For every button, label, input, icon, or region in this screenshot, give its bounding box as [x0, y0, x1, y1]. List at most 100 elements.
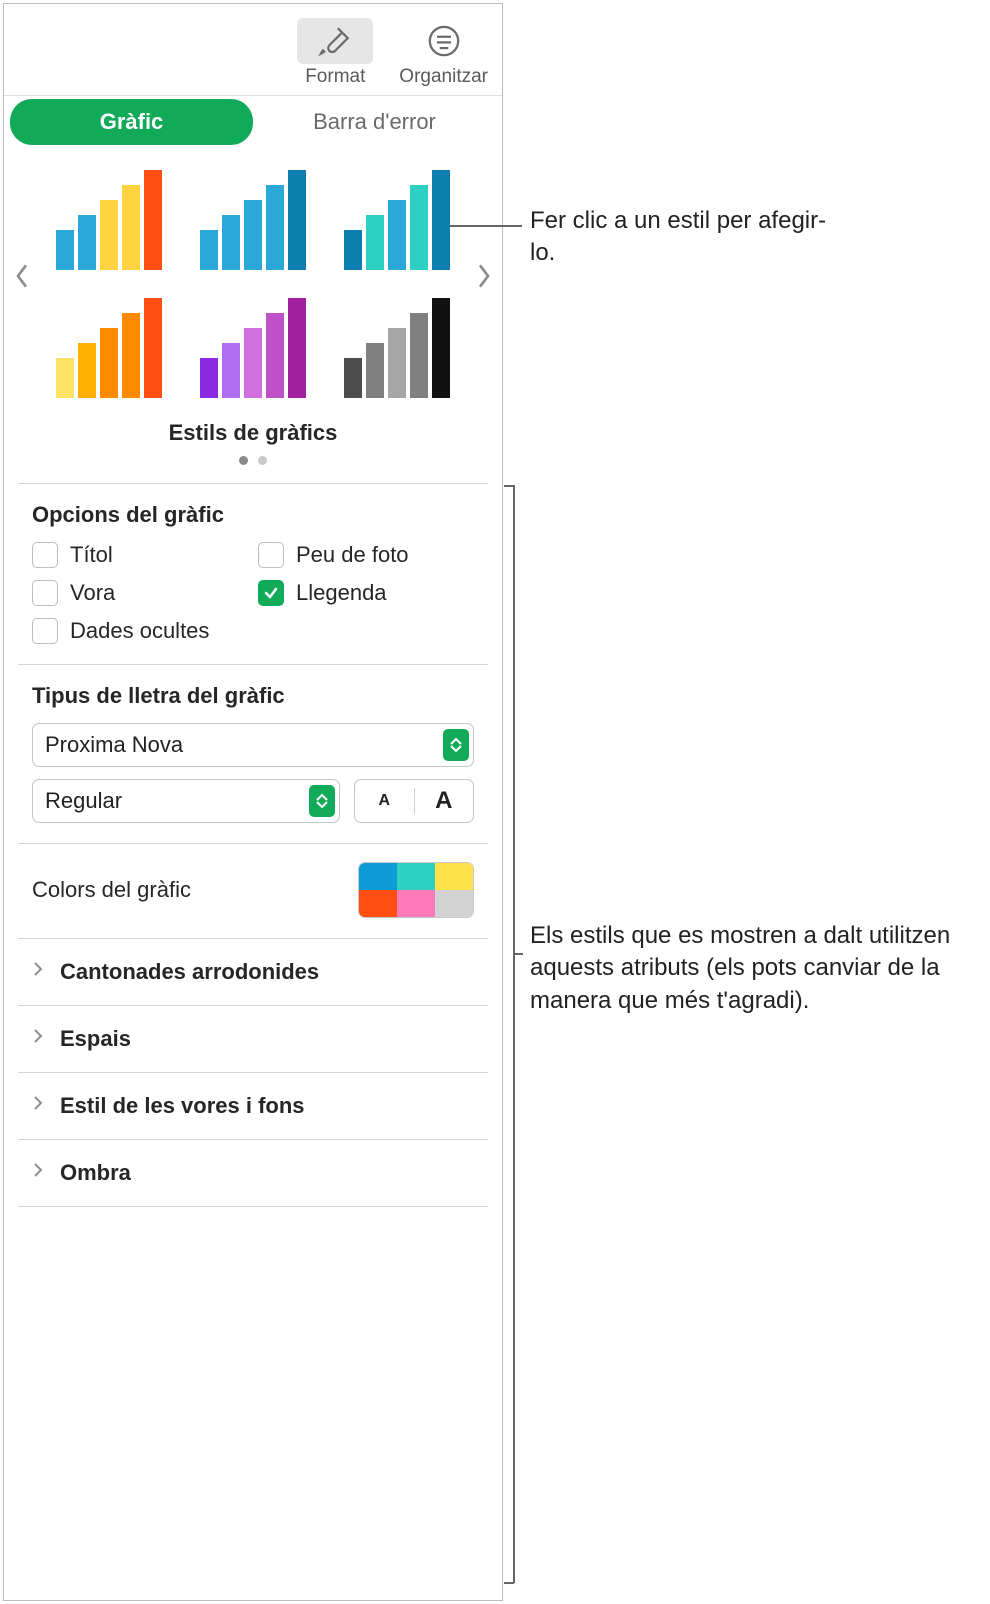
select-knob-icon — [443, 729, 469, 761]
chart-style-thumb-6[interactable] — [334, 288, 460, 398]
bar-icon — [144, 170, 162, 270]
tab-bar: Gràfic Barra d'error — [4, 96, 502, 148]
color-swatch — [435, 890, 473, 917]
checkbox[interactable] — [258, 580, 284, 606]
checkbox-label: Dades ocultes — [70, 618, 209, 644]
chart-font-title: Tipus de lletra del gràfic — [32, 683, 474, 709]
chart-colors-title: Colors del gràfic — [32, 877, 191, 903]
callout-bracket-top — [504, 485, 514, 487]
chart-colors-section: Colors del gràfic — [4, 844, 502, 938]
chart-styles-title: Estils de gràfics — [8, 420, 498, 446]
bar-icon — [288, 170, 306, 270]
bar-icon — [244, 328, 262, 398]
organize-button[interactable]: Organitzar — [393, 14, 494, 92]
inspector-panel: Format Organitzar Gràfic Barra d'error — [3, 3, 503, 1601]
bar-icon — [244, 200, 262, 270]
option-títol: Títol — [32, 542, 248, 568]
checkbox[interactable] — [32, 542, 58, 568]
bar-icon — [266, 185, 284, 270]
font-weight-value: Regular — [45, 788, 122, 814]
chart-styles-section: Estils de gràfics — [4, 148, 502, 483]
chart-style-thumb-4[interactable] — [46, 288, 172, 398]
chart-style-thumb-5[interactable] — [190, 288, 316, 398]
bar-icon — [288, 298, 306, 398]
tab-error-label: Barra d'error — [313, 109, 436, 135]
bar-icon — [388, 200, 406, 270]
font-size-smaller-button[interactable]: A — [355, 792, 414, 810]
bar-icon — [366, 343, 384, 398]
color-swatch — [359, 890, 397, 917]
bar-icon — [78, 343, 96, 398]
bar-icon — [122, 313, 140, 398]
bar-icon — [222, 215, 240, 270]
callout-bracket-bottom — [504, 1582, 514, 1584]
checkbox[interactable] — [32, 618, 58, 644]
font-weight-select[interactable]: Regular — [32, 779, 340, 823]
page-dot-2[interactable] — [258, 456, 267, 465]
disclosure-rounded-corners[interactable]: Cantonades arrodonides — [4, 939, 502, 1005]
bar-icon — [200, 230, 218, 270]
checkbox[interactable] — [258, 542, 284, 568]
bar-icon — [344, 230, 362, 270]
checkbox-label: Peu de foto — [296, 542, 409, 568]
disclosure-border-background[interactable]: Estil de les vores i fons — [4, 1073, 502, 1139]
bar-icon — [144, 298, 162, 398]
styles-pager — [8, 456, 498, 465]
chart-style-thumb-1[interactable] — [46, 160, 172, 270]
chart-options-section: Opcions del gràfic Títol Peu de foto Vora L… — [4, 484, 502, 664]
chart-font-section: Tipus de lletra del gràfic Proxima Nova … — [4, 665, 502, 843]
chevron-right-icon — [32, 960, 44, 984]
disclosure-gaps[interactable]: Espais — [4, 1006, 502, 1072]
tab-chart-label: Gràfic — [100, 109, 164, 135]
chevron-right-icon — [32, 1027, 44, 1051]
bar-icon — [100, 328, 118, 398]
check-icon — [263, 585, 279, 601]
chart-style-thumb-2[interactable] — [190, 160, 316, 270]
disclosure-shadow[interactable]: Ombra — [4, 1140, 502, 1206]
bar-icon — [366, 215, 384, 270]
chart-color-palette-button[interactable] — [358, 862, 474, 918]
font-family-value: Proxima Nova — [45, 732, 183, 758]
bar-icon — [388, 328, 406, 398]
disclosure-label: Estil de les vores i fons — [60, 1093, 305, 1119]
disclosure-label: Espais — [60, 1026, 131, 1052]
bar-icon — [222, 343, 240, 398]
tab-chart[interactable]: Gràfic — [10, 99, 253, 145]
organize-label: Organitzar — [399, 66, 488, 88]
option-vora: Vora — [32, 580, 248, 606]
bar-icon — [432, 170, 450, 270]
disclosure-label: Cantonades arrodonides — [60, 959, 319, 985]
bar-icon — [432, 298, 450, 398]
callout-bracket-mid — [513, 953, 523, 955]
select-knob-icon — [309, 785, 335, 817]
color-swatch — [397, 890, 435, 917]
tab-error-bars[interactable]: Barra d'error — [253, 99, 496, 145]
bar-icon — [56, 230, 74, 270]
bar-icon — [56, 358, 74, 398]
font-family-select[interactable]: Proxima Nova — [32, 723, 474, 767]
checkbox-label: Vora — [70, 580, 115, 606]
checkbox-label: Llegenda — [296, 580, 387, 606]
bar-icon — [344, 358, 362, 398]
organize-icon — [427, 24, 461, 58]
callout-styles: Fer clic a un estil per afegir-lo. — [530, 205, 850, 270]
bar-icon — [78, 215, 96, 270]
chevron-left-icon — [15, 264, 29, 288]
page-dot-1[interactable] — [239, 456, 248, 465]
callout-bracket — [513, 485, 515, 1583]
callout-leader — [450, 225, 522, 227]
chevron-right-icon — [32, 1094, 44, 1118]
option-peu-de-foto: Peu de foto — [258, 542, 474, 568]
chart-options-title: Opcions del gràfic — [32, 502, 474, 528]
format-label: Format — [305, 66, 365, 88]
checkbox[interactable] — [32, 580, 58, 606]
styles-prev-button[interactable] — [8, 263, 36, 295]
callout-attributes: Els estils que es mostren a dalt utilitz… — [530, 920, 970, 1017]
bar-icon — [266, 313, 284, 398]
styles-next-button[interactable] — [470, 263, 498, 295]
bar-icon — [100, 200, 118, 270]
format-button[interactable]: Format — [291, 14, 379, 92]
font-size-larger-button[interactable]: A — [415, 787, 474, 815]
font-size-stepper: A A — [354, 779, 474, 823]
chart-style-thumb-3[interactable] — [334, 160, 460, 270]
